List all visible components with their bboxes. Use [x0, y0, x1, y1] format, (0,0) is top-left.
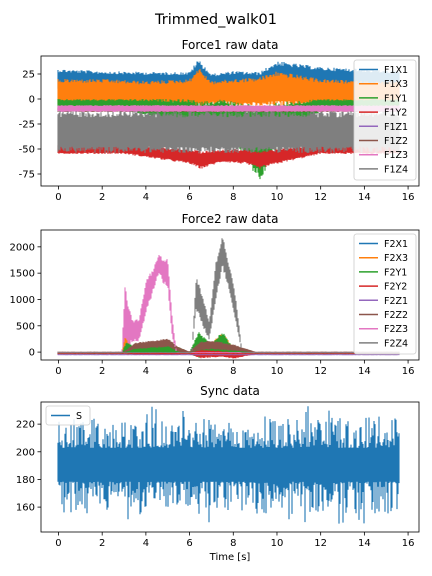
- plot-area: [57, 61, 400, 180]
- x-tick-label: 4: [143, 538, 149, 549]
- y-tick-label: -50: [19, 145, 35, 156]
- x-axis-label: Time [s]: [209, 552, 251, 563]
- x-tick-label: 6: [186, 366, 192, 377]
- legend-label: F2X1: [384, 239, 408, 250]
- legend-label: F2Z3: [384, 324, 408, 335]
- legend-label: S: [76, 411, 82, 422]
- x-tick-label: 16: [402, 192, 415, 203]
- legend-label: F2Y2: [384, 282, 407, 293]
- x-tick-label: 6: [186, 538, 192, 549]
- legend-label: F2Y1: [384, 267, 407, 278]
- legend-label: F1Y2: [384, 108, 407, 119]
- x-tick-label: 16: [402, 538, 415, 549]
- x-tick-label: 16: [402, 366, 415, 377]
- x-tick-label: 4: [143, 192, 149, 203]
- x-tick-label: 8: [230, 538, 236, 549]
- series-F2Z1: [57, 354, 400, 356]
- legend: S: [45, 405, 91, 426]
- y-tick-label: 1000: [10, 295, 35, 306]
- series-F1Z4: [57, 111, 400, 153]
- x-tick-label: 12: [314, 192, 327, 203]
- panel-3: Sync data 0 2 4 6 8 10 12 14 16 220 200 180 160 Time […: [16, 384, 420, 563]
- x-tick-label: 2: [99, 192, 105, 203]
- y-tick-label: 1500: [10, 269, 35, 280]
- panel-title: Sync data: [200, 384, 260, 398]
- x-tick-label: 14: [358, 538, 371, 549]
- x-tick-label: 6: [186, 192, 192, 203]
- x-tick-label: 8: [230, 192, 236, 203]
- series-F2Z4: [57, 238, 400, 354]
- plot-area: [57, 238, 400, 359]
- panel-title: Force1 raw data: [182, 38, 279, 52]
- y-tick-label: 220: [16, 420, 35, 431]
- y-tick-label: 200: [16, 447, 35, 458]
- y-tick-label: 160: [16, 503, 35, 514]
- x-tick-label: 10: [271, 192, 284, 203]
- panel-1: Force1 raw data 0 2 4 6 8 10 12 14 16 25 0 -25 -50 -75…: [19, 38, 420, 203]
- x-tick-label: 0: [55, 366, 61, 377]
- y-tick-label: -25: [19, 120, 35, 131]
- x-tick-label: 12: [314, 366, 327, 377]
- y-tick-label: 180: [16, 475, 35, 486]
- x-tick-label: 2: [99, 366, 105, 377]
- x-tick-label: 8: [230, 366, 236, 377]
- axes-frame: [40, 401, 420, 533]
- x-tick-label: 14: [358, 192, 371, 203]
- x-tick-label: 10: [271, 366, 284, 377]
- y-tick-label: 500: [16, 321, 35, 332]
- legend-label: F2Z1: [384, 296, 408, 307]
- legend-label: F1X1: [384, 65, 408, 76]
- y-tick-label: 0: [29, 95, 35, 106]
- legend-box: [353, 233, 417, 355]
- x-tick-label: 12: [314, 538, 327, 549]
- legend-label: F1Z3: [384, 150, 408, 161]
- legend: F2X1 F2X3 F2Y1 F2Y2 F2Z1 F2Z2 F2Z3 F2Z4: [353, 233, 417, 355]
- plot-area: [57, 406, 400, 524]
- panel-2: Force2 raw data 0 2 4 6 8 10 12 14 16 2000 1500 1000…: [10, 212, 420, 377]
- series-F1Z3: [57, 105, 400, 112]
- y-tick-label: 0: [29, 348, 35, 359]
- y-tick-label: -75: [19, 170, 35, 181]
- legend-label: F1Z4: [384, 164, 408, 175]
- legend-label: F2X3: [384, 253, 408, 264]
- legend-label: F1Z1: [384, 122, 408, 133]
- axes-frame: [40, 229, 420, 361]
- series-S: [57, 406, 400, 524]
- y-tick-label: 2000: [10, 242, 35, 253]
- x-tick-label: 2: [99, 538, 105, 549]
- x-tick-label: 0: [55, 192, 61, 203]
- legend-label: F2Z4: [384, 338, 408, 349]
- x-tick-label: 4: [143, 366, 149, 377]
- x-tick-label: 0: [55, 538, 61, 549]
- legend-label: F2Z2: [384, 310, 408, 321]
- legend-label: F1Y1: [384, 93, 407, 104]
- axes-frame: [40, 55, 420, 187]
- legend-box: [353, 59, 417, 181]
- x-tick-label: 10: [271, 538, 284, 549]
- legend-label: F1Z2: [384, 136, 408, 147]
- y-tick-label: 25: [22, 70, 35, 81]
- legend: F1X1 F1X3 F1Y1 F1Y2 F1Z1 F1Z2 F1Z3 F1Z4: [353, 59, 417, 181]
- panel-title: Force2 raw data: [182, 212, 279, 226]
- legend-label: F1X3: [384, 79, 408, 90]
- figure-suptitle: Trimmed_walk01: [154, 12, 277, 28]
- x-tick-label: 14: [358, 366, 371, 377]
